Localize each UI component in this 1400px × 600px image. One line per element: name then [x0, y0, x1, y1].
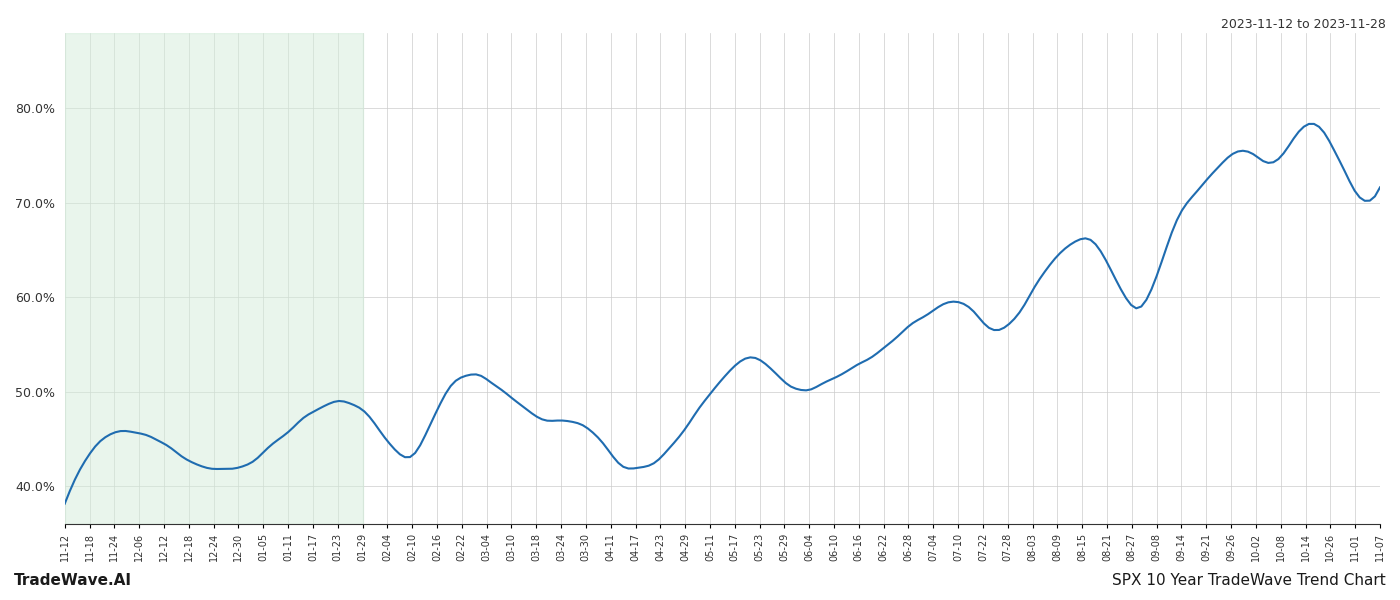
Text: TradeWave.AI: TradeWave.AI: [14, 573, 132, 588]
Bar: [64, 33, 363, 524]
Text: 2023-11-12 to 2023-11-28: 2023-11-12 to 2023-11-28: [1221, 18, 1386, 31]
Text: SPX 10 Year TradeWave Trend Chart: SPX 10 Year TradeWave Trend Chart: [1112, 573, 1386, 588]
